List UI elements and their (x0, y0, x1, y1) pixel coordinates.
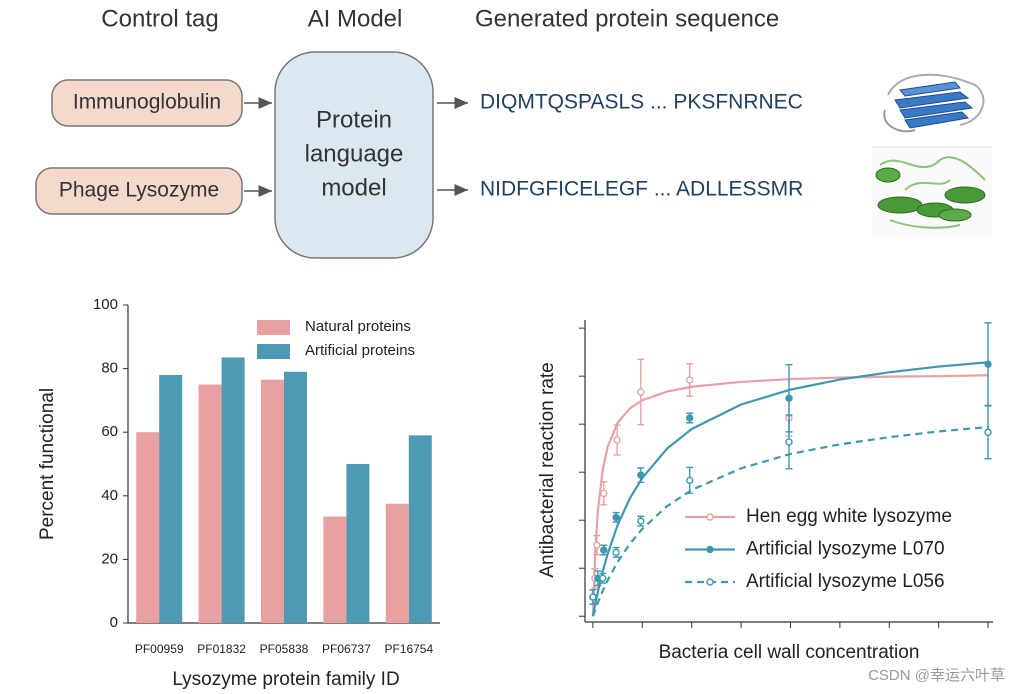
x-tick-label: PF05838 (260, 642, 309, 656)
x-tick-label: PF01832 (197, 642, 246, 656)
header: AI Model (308, 5, 403, 32)
header: Control tag (101, 5, 218, 32)
protein-structure (883, 73, 985, 133)
header: Generated protein sequence (475, 5, 779, 32)
bar (261, 379, 284, 623)
model-label: language (305, 140, 404, 167)
bar (323, 516, 347, 623)
y-axis-label: Antibacterial reaction rate (537, 362, 558, 577)
legend-marker (706, 513, 714, 521)
data-point (612, 513, 620, 522)
bar (284, 371, 307, 623)
data-point (984, 428, 992, 437)
bar (198, 384, 222, 623)
data-point (785, 438, 793, 446)
data-point (637, 471, 645, 479)
fit-line (591, 361, 989, 617)
tag-label: Phage Lysozyme (59, 179, 219, 202)
tag-box (51, 79, 243, 127)
bar (385, 503, 409, 623)
fit-line (591, 374, 989, 617)
legend-swatch (257, 344, 290, 359)
x-axis-label: Bacteria cell wall concentration (659, 642, 920, 663)
data-point (686, 376, 694, 384)
y-tick-label: 0 (110, 614, 118, 631)
data-point (599, 574, 607, 583)
data-point (785, 394, 793, 402)
watermark: CSDN @幸运六叶草 (868, 667, 1005, 684)
x-axis-label: Lysozyme protein family ID (172, 669, 399, 690)
data-point (613, 436, 621, 444)
bar (346, 464, 370, 623)
protein-structure (872, 148, 992, 236)
legend-marker (706, 578, 714, 586)
bar (136, 432, 160, 623)
y-tick-label: 100 (93, 296, 118, 313)
model-label: Protein (316, 106, 392, 133)
y-tick-label: 40 (101, 487, 118, 504)
sequence: DIQMTQSPASLS ... PKSFNRNEC (480, 91, 803, 114)
tag-box (35, 167, 243, 215)
legend-label: Artificial lysozyme L070 (746, 539, 945, 560)
model-label: model (321, 174, 386, 201)
x-tick-label: PF00959 (135, 642, 184, 656)
legend-marker (706, 545, 714, 554)
data-point (637, 517, 645, 525)
legend-label: Artificial proteins (305, 342, 415, 359)
data-point (686, 414, 694, 422)
data-point (612, 548, 620, 557)
legend-label: Natural proteins (305, 318, 411, 335)
sequence: NIDFGFICELEGF ... ADLLESSMR (480, 178, 803, 201)
x-tick-label: PF06737 (322, 642, 371, 656)
data-point (589, 593, 597, 601)
data-point (637, 388, 645, 396)
data-point (686, 476, 694, 485)
y-tick-label: 60 (101, 423, 118, 440)
bar (221, 357, 245, 623)
data-point (600, 546, 608, 554)
tag-label: Immunoglobulin (73, 91, 221, 114)
x-tick-label: PF16754 (384, 642, 433, 656)
bar (159, 374, 183, 623)
model-box (274, 51, 434, 259)
data-point (593, 541, 601, 549)
legend-label: Artificial lysozyme L056 (746, 571, 945, 592)
y-tick-label: 20 (101, 550, 118, 567)
legend-swatch (257, 320, 290, 335)
legend-label: Hen egg white lysozyme (746, 506, 952, 527)
bar (408, 435, 432, 623)
y-tick-label: 80 (101, 360, 118, 377)
data-point (600, 489, 608, 498)
y-axis-label: Percent functional (37, 388, 58, 540)
data-point (984, 360, 992, 368)
